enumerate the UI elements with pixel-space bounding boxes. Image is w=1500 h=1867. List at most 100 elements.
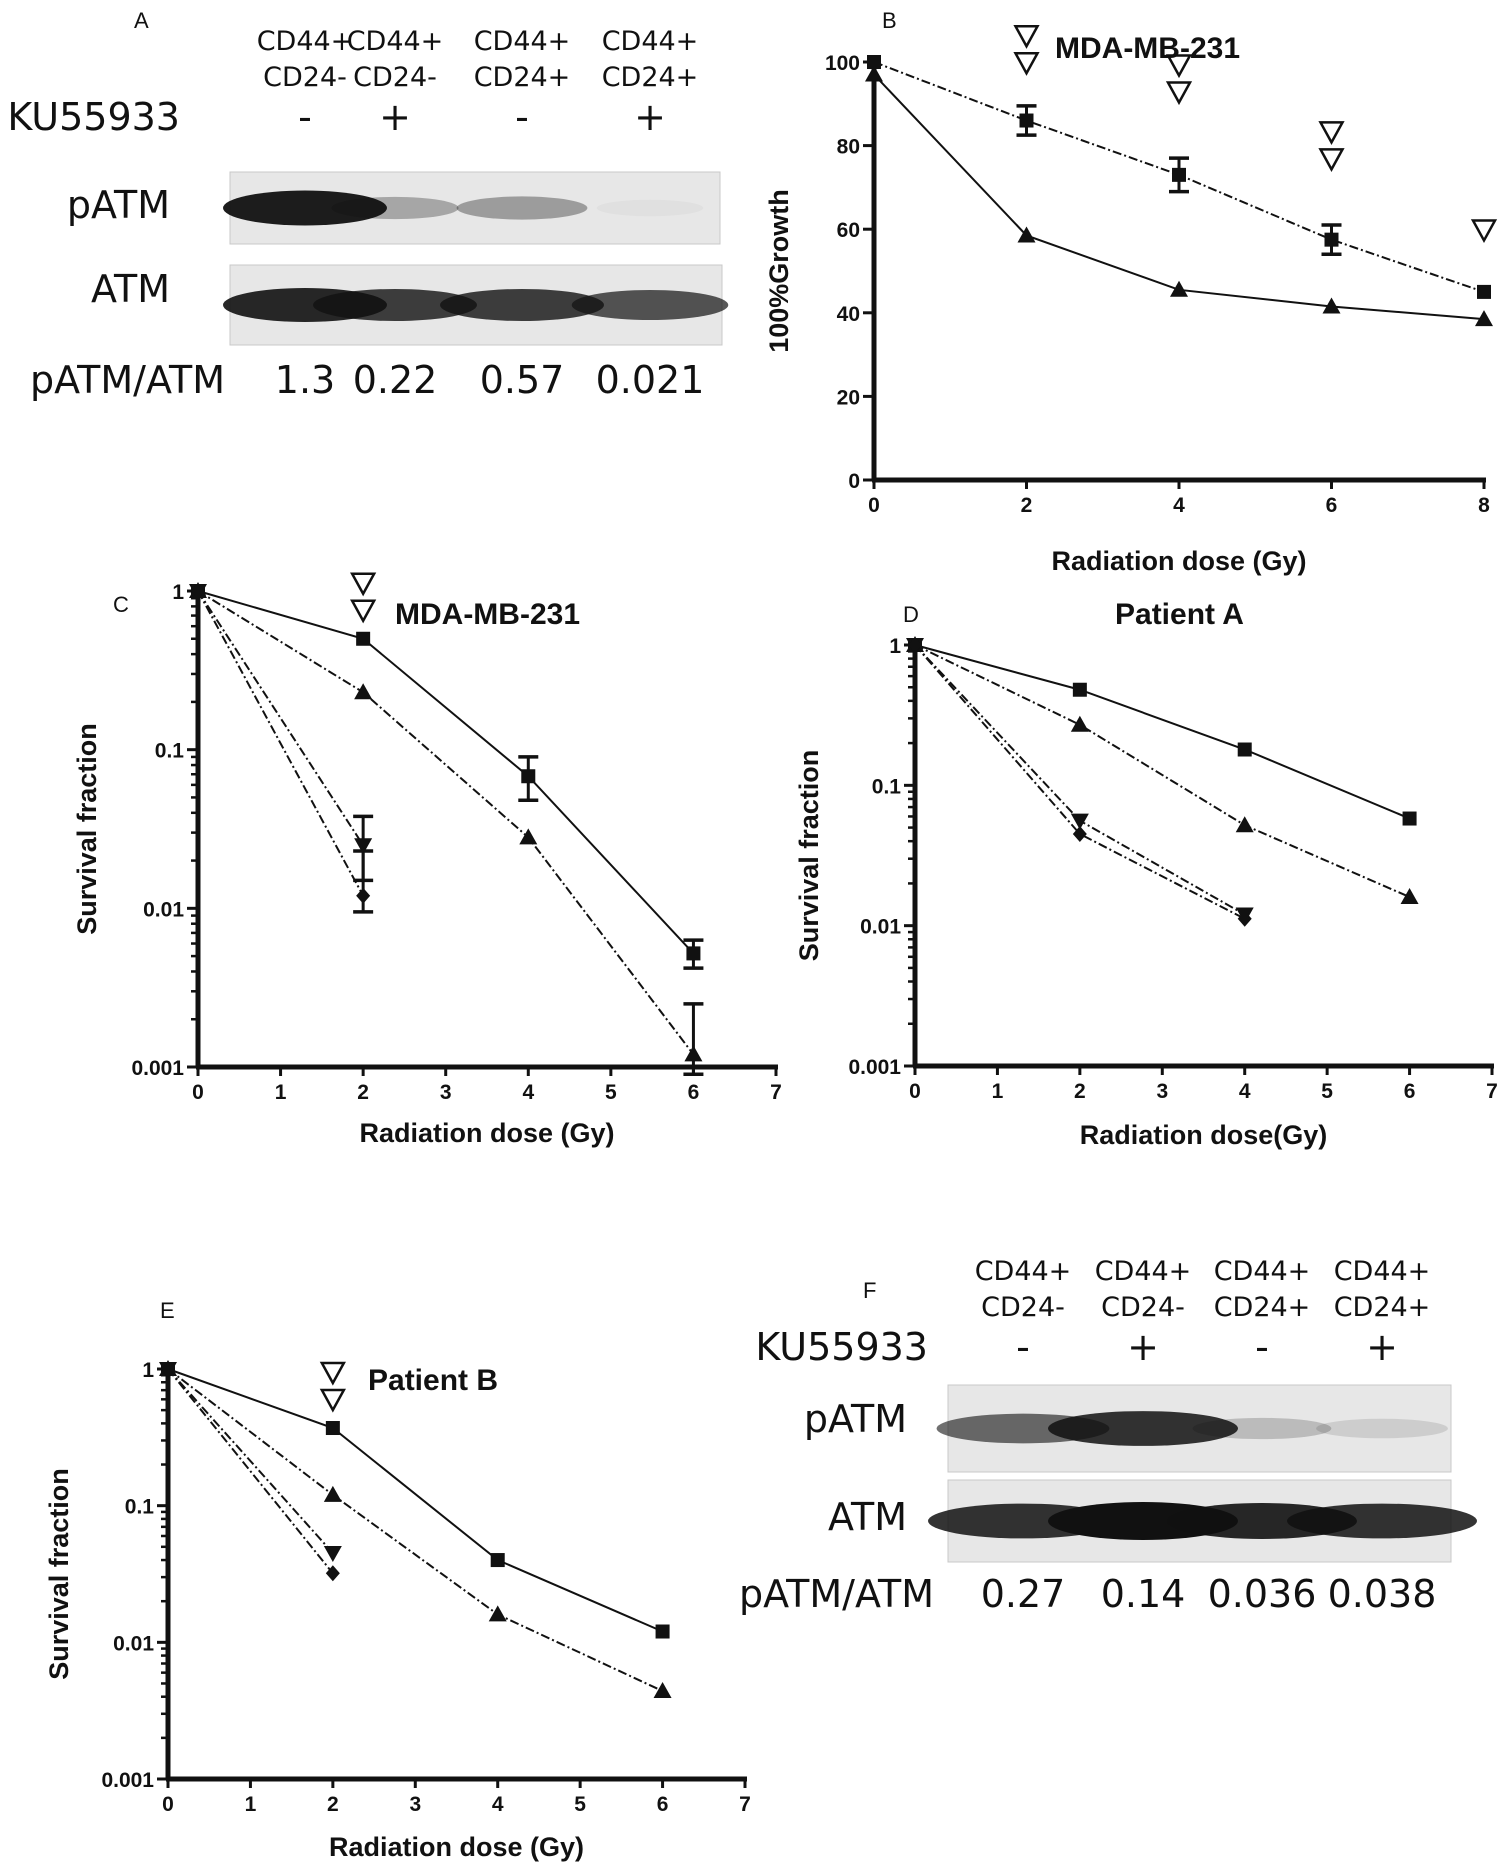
chart-c-x-tick-label: 3 [440,1081,452,1104]
chart-b-significance-marker [1318,121,1345,145]
chart-b-title: MDA-MB-231 [1055,32,1240,65]
panel-label-d: D [903,602,919,627]
blot-a-patm-band [331,196,459,220]
chart-c-y-tick-label: 1 [172,581,184,604]
chart-b-marker-triangle [865,65,883,82]
blot-f-column-header: CD24+ [1214,1292,1311,1323]
chart-d-x-tick-label: 7 [1486,1080,1498,1103]
blot-f-ratio-value: 0.27 [981,1572,1066,1616]
blot-a-ratio-value: 0.021 [596,358,705,402]
chart-d-x-tick-label: 5 [1321,1080,1333,1103]
chart-b-y-tick-label: 80 [837,136,860,159]
blot-f-patm-band [1048,1411,1238,1446]
blot-a-row-label-atm: ATM [91,267,170,311]
chart-b-marker-triangle [1475,310,1493,327]
blot-f-treatment-sign: + [1366,1325,1398,1369]
blot-f-atm-band [1287,1503,1477,1539]
chart-c-marker-triangle-down [354,838,373,855]
chart-e-x-tick-label: 6 [657,1793,669,1816]
chart-c-x-tick-label: 0 [192,1081,204,1104]
chart-c-y-tick-label: 0.01 [143,898,184,921]
chart-d-series-line [914,644,1410,898]
chart-c-y-axis-label: Survival fraction [72,723,102,935]
blot-a-column-header: CD44+ [602,26,699,57]
chart-e-marker-triangle [323,1485,342,1502]
blot-f-treatment-sign: + [1127,1325,1159,1369]
blot-f-row-label-atm: ATM [828,1495,907,1539]
chart-e-x-tick-label: 3 [409,1793,421,1816]
panel-label-e: E [160,1298,175,1323]
chart-d-x-tick-label: 1 [992,1080,1004,1103]
chart-c-marker-triangle [354,683,373,700]
blot-a-ratio-value: 0.22 [353,358,438,402]
chart-b-marker-square [1477,284,1491,299]
chart-b-x-tick-label: 6 [1326,494,1338,517]
chart-b-significance-marker [1013,52,1040,76]
blot-a-ratio-value: 1.3 [275,358,335,402]
chart-c-x-tick-label: 6 [688,1081,700,1104]
chart-c-marker-diamond [191,583,205,599]
chart-e-marker-triangle-down [323,1546,342,1563]
chart-d-x-tick-label: 3 [1156,1080,1168,1103]
chart-b-marker-square [1019,113,1034,128]
chart-d-x-axis-label: Radiation dose(Gy) [1080,1120,1328,1150]
blot-a-patm-band [597,200,703,217]
chart-b-x-tick-label: 4 [1173,494,1185,517]
blot-f-column-header: CD44+ [1095,1256,1192,1287]
chart-e-y-axis-label: Survival fraction [44,1468,74,1680]
chart-c-x-tick-label: 7 [770,1081,782,1104]
blot-a-column-header: CD24+ [474,62,571,93]
chart-c-marker-triangle [684,1045,703,1062]
chart-d-marker-triangle-down [1070,813,1089,830]
chart-c-series-line [197,590,695,955]
blot-a-atm-band [440,288,604,322]
blot-a-column-header: CD44+ [474,26,571,57]
chart-b-y-tick-label: 60 [837,219,860,242]
chart-e-series-line [167,1368,334,1574]
panel-label-b: B [882,8,897,33]
chart-e-x-axis-label: Radiation dose (Gy) [329,1832,584,1862]
chart-e-series-line [167,1368,663,1692]
blot-a-patm-band [456,196,588,220]
chart-c-marker-square [686,946,701,961]
blot-f-patm-band [1192,1417,1332,1440]
chart-e-x-tick-label: 1 [245,1793,257,1816]
blot-a-treatment-sign: + [634,95,666,139]
chart-b-marker-triangle [1017,226,1036,243]
panel-label-f: F [863,1278,876,1303]
chart-c-y-tick-label: 0.1 [155,740,185,763]
chart-b-marker-square [867,55,881,69]
chart-e-x-tick-label: 4 [492,1793,504,1816]
blot-f-column-header: CD44+ [975,1256,1072,1287]
chart-d-marker-triangle [1400,888,1419,905]
chart-b-marker-square [1172,167,1186,182]
chart-e-y-tick-label: 1 [142,1359,154,1382]
blot-f-ratio-value: 0.038 [1328,1572,1437,1616]
blot-a-column-header: CD44+ [257,26,354,57]
chart-b-marker-triangle [1170,280,1188,297]
chart-b-x-tick-label: 2 [1021,494,1033,517]
chart-e-series-line [167,1368,334,1554]
blot-a-column-header: CD24+ [602,62,699,93]
chart-d-y-tick-label: 0.001 [848,1056,901,1079]
chart-b-y-tick-label: 20 [837,386,860,409]
chart-e-x-tick-label: 0 [162,1793,174,1816]
chart-c-marker-square [521,769,536,784]
blot-a: CD44+CD24-CD44+CD24-CD44+CD24+CD44+CD24+… [7,26,729,402]
chart-b-marker-square [1324,232,1339,247]
chart-c-title: MDA-MB-231 [395,598,580,631]
chart-e-y-tick-label: 0.01 [113,1632,154,1655]
chart-e-significance-marker [319,1361,346,1386]
blot-a-atm-band [313,288,477,322]
chart-d-marker-diamond [908,637,922,653]
blot-a-column-header: CD44+ [347,26,444,57]
blot-f-column-header: CD24- [1101,1292,1185,1323]
chart-c-marker-triangle [519,828,538,845]
chart-c-marker-diamond [356,887,371,904]
chart-c-significance-marker [350,572,377,597]
blot-a-treatment-sign: - [298,95,312,139]
chart-b-significance-marker [1165,81,1193,106]
chart-b-y-tick-label: 40 [837,303,860,326]
chart-e-title: Patient B [368,1364,498,1397]
